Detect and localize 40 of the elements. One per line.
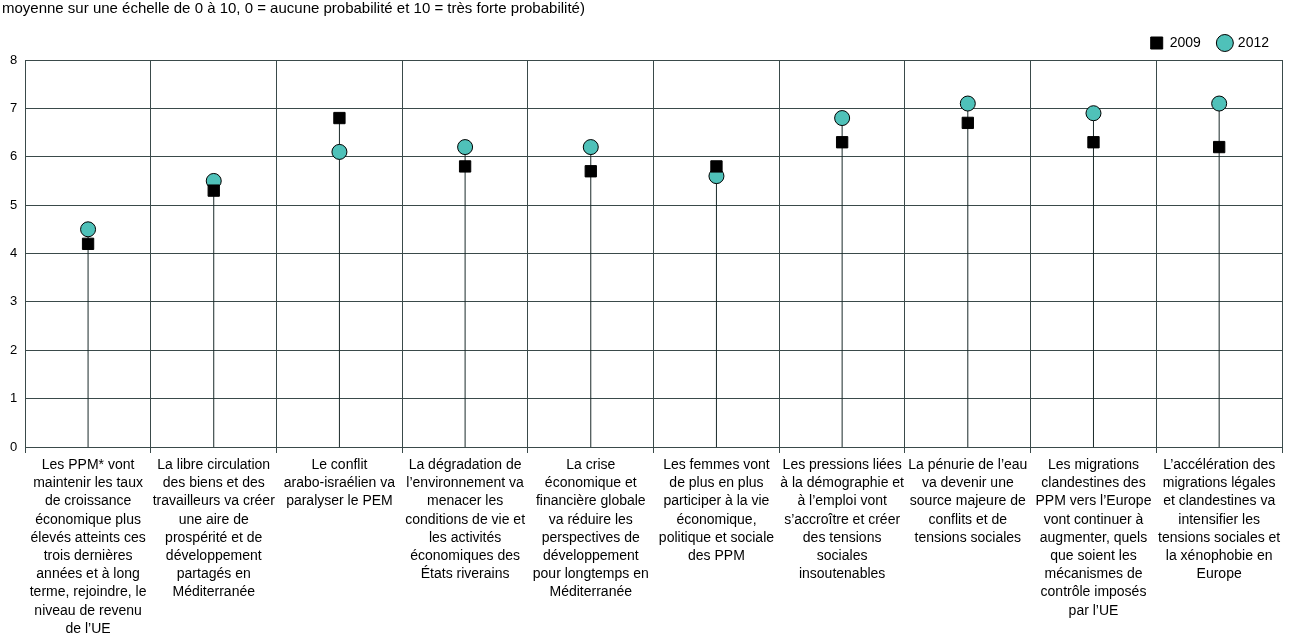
point (584, 165, 597, 178)
y-tick-label: 1 (10, 390, 18, 406)
y-tick-label: 0 (10, 438, 18, 454)
point (582, 139, 599, 156)
point (834, 110, 851, 127)
point (81, 237, 95, 250)
y-tick-label: 3 (10, 293, 18, 309)
point (331, 143, 348, 160)
y-tick-label: 5 (10, 196, 18, 212)
x-tick-label: L’accélération des migrations légales et clandestines va intensifier les tensions sociales et la xénophobie en Europe (1158, 455, 1281, 582)
point (1211, 95, 1228, 112)
y-tick-label: 8 (10, 51, 18, 67)
category-label: Les migrations clandestines des PPM vers l’Europe vont continuer à augmenter, quels que soient les mécanismes de contrôle imposés par l’UE (1035, 455, 1152, 618)
chart-title: moyenne sur une échelle de 0 à 10, 0 = aucune probabilité et 10 = très forte probabilité) (2, 0, 585, 17)
x-tick-label: La pénurie de l’eau va devenir une source majeure de conflits et de tensions sociales (908, 455, 1028, 545)
category-label: Les PPM* vont maintenir les taux de croissance économique plus élevés atteints ces trois dernières années et à long terme, rejoindre, le niveau de revenu de l’UE (29, 455, 147, 636)
point (961, 116, 974, 130)
y-tick-label: 4 (10, 245, 18, 261)
point (207, 184, 220, 197)
legend-label: 2012 (1237, 33, 1270, 50)
y-tick-label: 7 (10, 99, 18, 115)
point (1213, 140, 1226, 154)
point (710, 160, 723, 173)
legend-label: 2009 (1169, 33, 1202, 50)
point (1087, 136, 1100, 149)
y-tick-label: 2 (10, 341, 18, 357)
x-tick-label: Les femmes vont de plus en plus participer à la vie économique, politique et sociale des PPM (658, 455, 775, 563)
x-tick-label: La libre circulation des biens et des travailleurs va créer une aire de prospérité et de développement partagés en Méditerranée (152, 455, 276, 600)
point (333, 111, 346, 125)
point (1085, 105, 1102, 122)
point (835, 136, 849, 149)
point (80, 221, 97, 238)
y-tick-label: 6 (10, 148, 18, 164)
point (458, 160, 472, 173)
x-tick-label: Les pressions liées à la démographie et à l’emploi vont s’accroître et créer des tensions sociales insoutenables (780, 455, 905, 582)
point (959, 95, 976, 112)
x-tick-label: La dégradation de l’environnement va menacer les conditions de vie et les activités économiques des États riverains (405, 455, 526, 582)
point (457, 139, 474, 156)
x-tick-label: Le conflit arabo-israélien va paralyser le PEM (283, 455, 396, 509)
x-tick-label: La crise économique et financière globale va réduire les perspectives de développement pour longtemps en Méditerranée (532, 455, 649, 600)
